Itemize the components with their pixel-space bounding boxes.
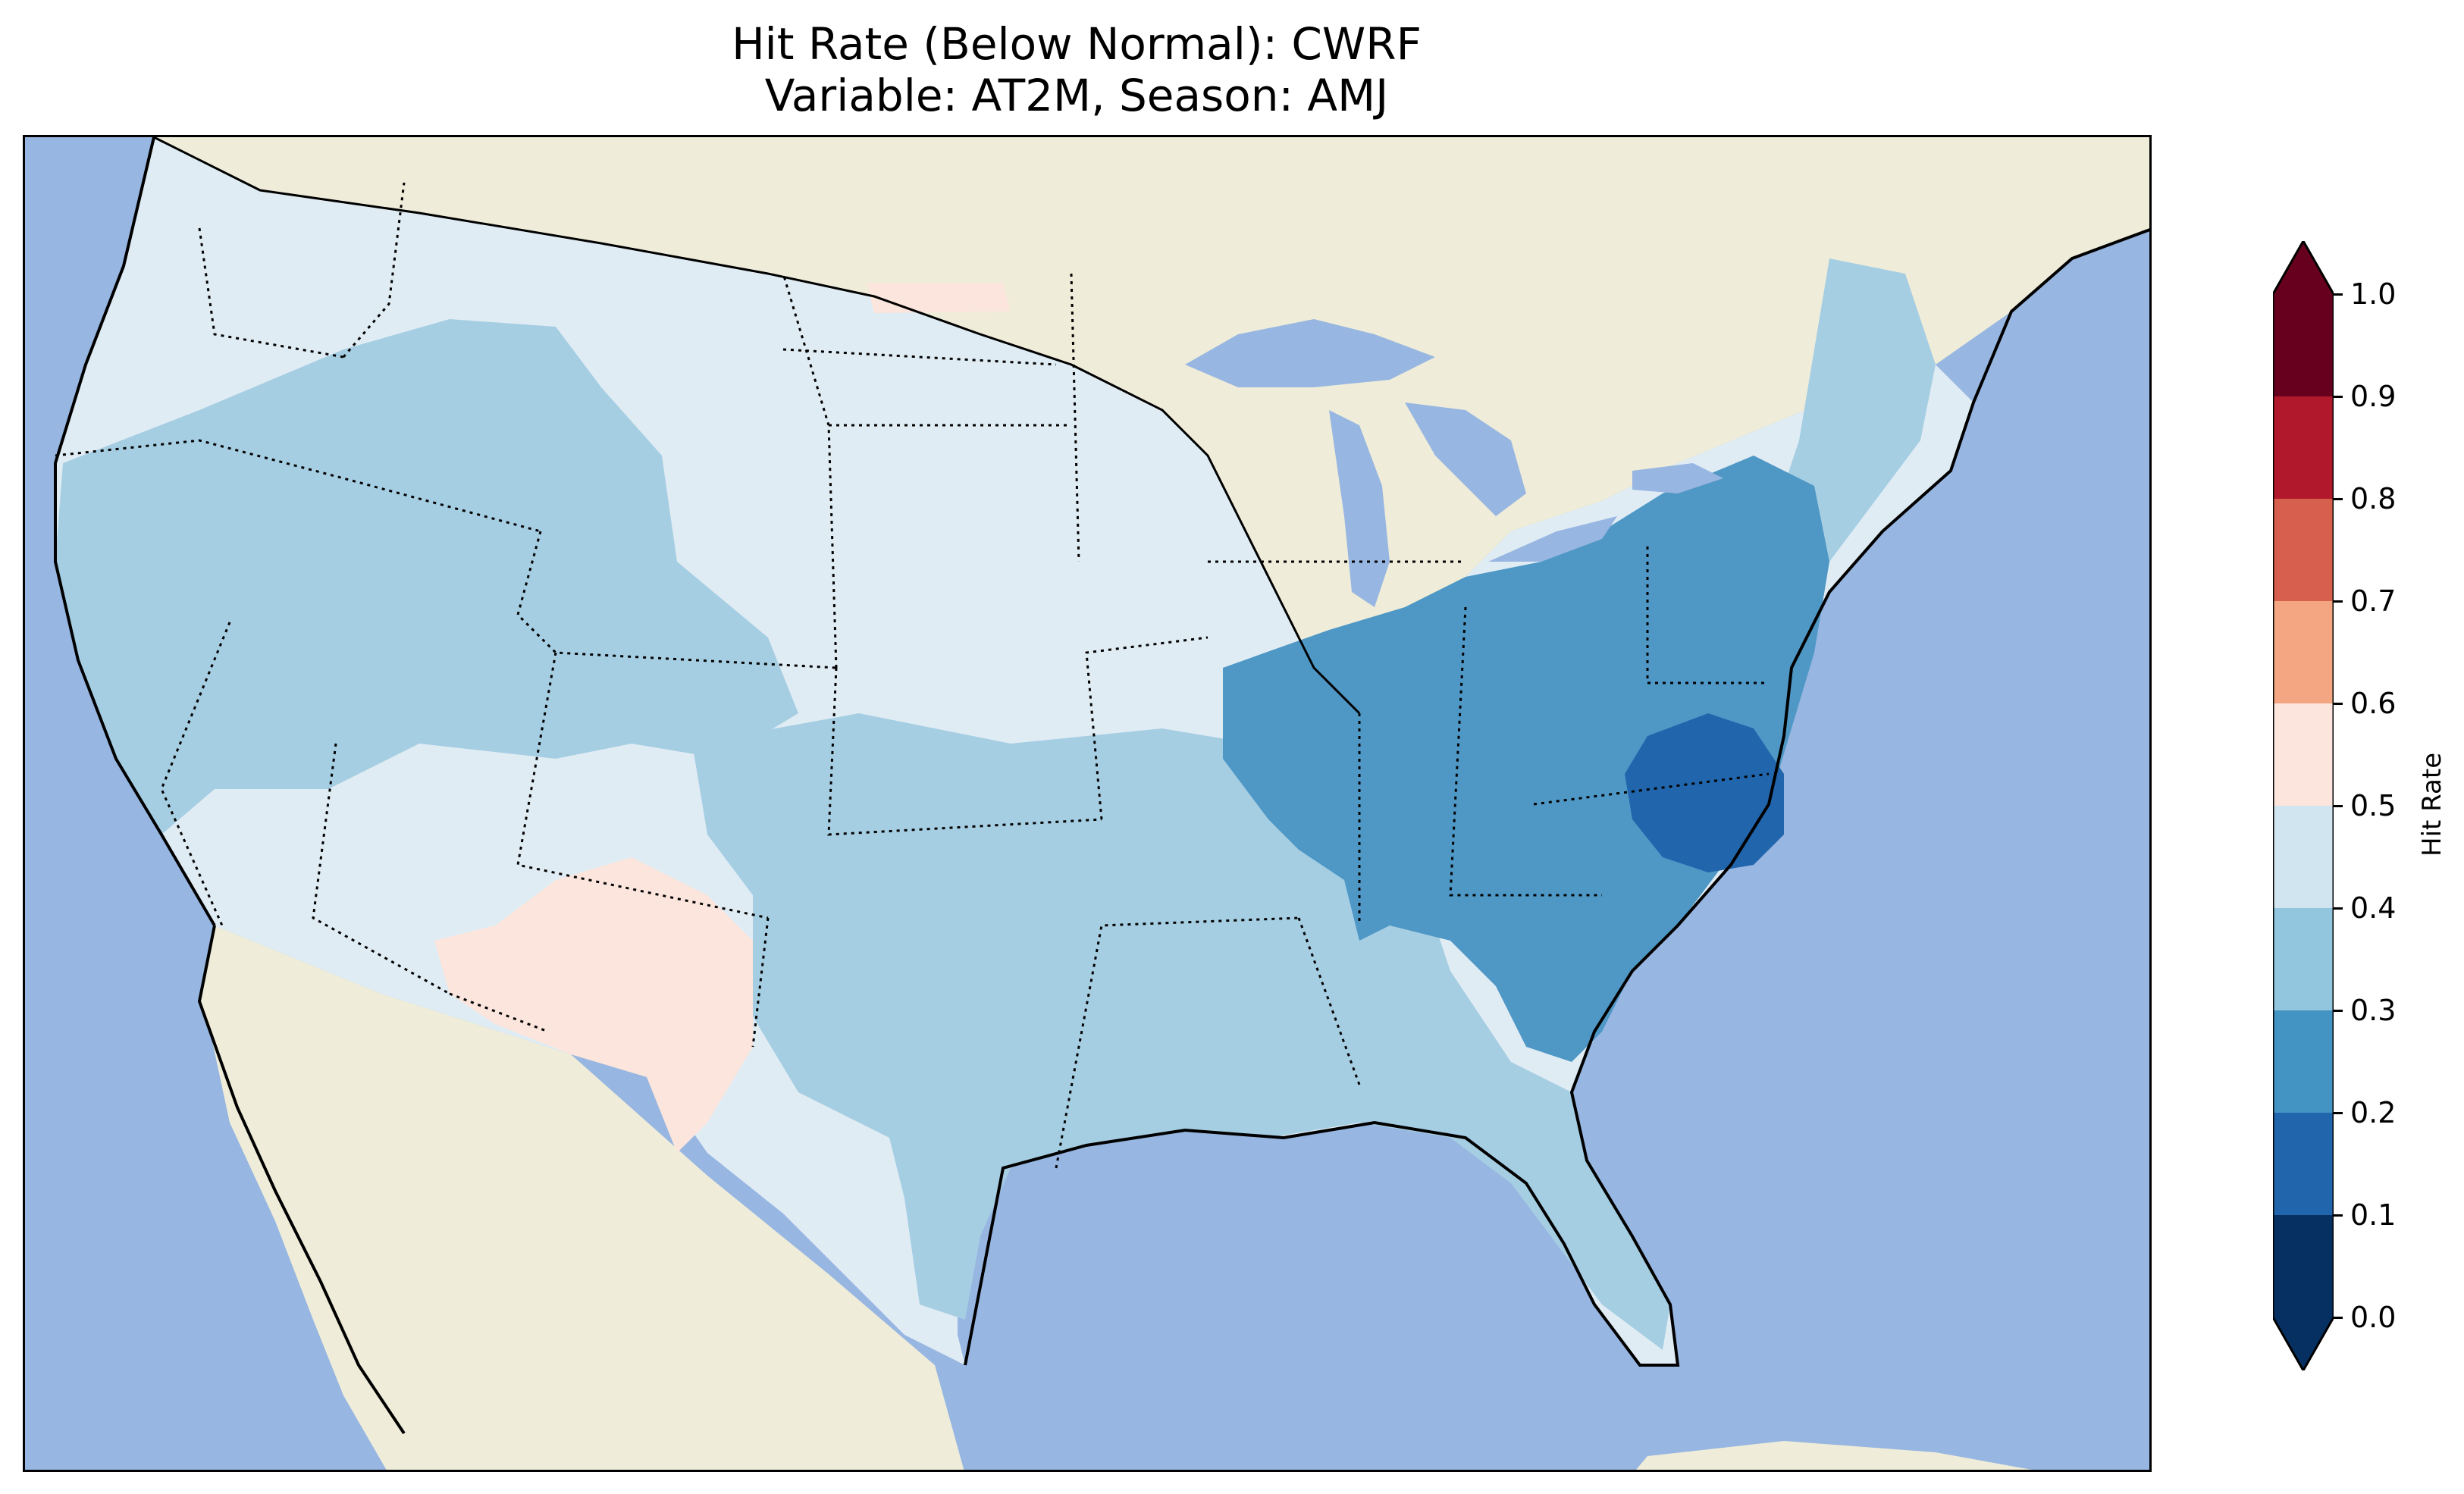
colorbar-tick-label: 0.6 (2350, 687, 2397, 720)
virginia-core-region-01 (1625, 713, 1784, 872)
colorbar-tick-mark (2334, 600, 2343, 603)
colorbar-tick-label: 0.5 (2350, 789, 2397, 822)
colorbar-segment (2273, 499, 2334, 601)
colorbar-tick-mark (2334, 805, 2343, 807)
colorbar-tick-label: 0.1 (2350, 1198, 2397, 1232)
colorbar-tick-label: 0.3 (2350, 994, 2397, 1027)
colorbar (2273, 241, 2334, 1370)
colorbar-tick-mark (2334, 1010, 2343, 1012)
lake-michigan (1329, 410, 1390, 607)
colorbar-tick-label: 0.8 (2350, 482, 2397, 515)
colorbar-tick-mark (2334, 703, 2343, 705)
lake-ontario (1632, 463, 1723, 493)
colorbar-tick-label: 1.0 (2350, 277, 2397, 311)
lake-huron (1405, 402, 1526, 516)
colorbar-tick-mark (2334, 1214, 2343, 1217)
colorbar-extend-top (2273, 241, 2334, 294)
state-borders (55, 182, 1770, 1169)
chart-title-line-2: Variable: AT2M, Season: AMJ (764, 70, 1389, 121)
colorbar-tick-label: 0.7 (2350, 584, 2397, 618)
colorbar-tick-mark (2334, 907, 2343, 910)
colorbar-segment (2273, 703, 2334, 806)
map-svg (54, 137, 2149, 1470)
coastlines (54, 137, 2149, 1435)
colorbar-tick-mark (2334, 1112, 2343, 1114)
colorbar-segment (2273, 806, 2334, 908)
canada-land (154, 137, 2149, 713)
baja-land (199, 926, 450, 1433)
colorbar-tick-mark (2334, 396, 2343, 398)
canada-us-border (153, 137, 1361, 715)
colorbar-tick-label: 0.9 (2350, 380, 2397, 413)
colorbar-tick-mark (2334, 293, 2343, 296)
dakota-region-05 (867, 283, 1011, 313)
cuba-land (1636, 1441, 2032, 1470)
colorbar-label: Hit Rate (2417, 752, 2447, 857)
colorbar-tick-mark (2334, 498, 2343, 500)
lake-erie (1488, 516, 1617, 562)
colorbar-tick-mark (2334, 1317, 2343, 1319)
colorbar-tick-label: 0.0 (2350, 1301, 2397, 1334)
colorbar-segment (2273, 1113, 2334, 1215)
southwest-region-05 (434, 857, 753, 1153)
colorbar-tick-label: 0.4 (2350, 891, 2397, 925)
colorbar-extend-bottom (2273, 1317, 2334, 1370)
colorbar-segment (2273, 1010, 2334, 1113)
colorbar-segment (2273, 601, 2334, 703)
chart-title-line-1: Hit Rate (Below Normal): CWRF (732, 18, 1422, 70)
lake-superior (1185, 319, 1435, 387)
colorbar-segment (2273, 294, 2334, 396)
colorbar-segment (2273, 1215, 2334, 1317)
colorbar-segment (2273, 908, 2334, 1010)
plains-south-region-03 (692, 713, 1670, 1350)
map-panel (23, 135, 2152, 1472)
colorbar-tick-label: 0.2 (2350, 1096, 2397, 1129)
rockies-region-03 (55, 319, 798, 835)
colorbar-segment (2273, 396, 2334, 499)
east-region-02 (1223, 456, 1829, 1062)
